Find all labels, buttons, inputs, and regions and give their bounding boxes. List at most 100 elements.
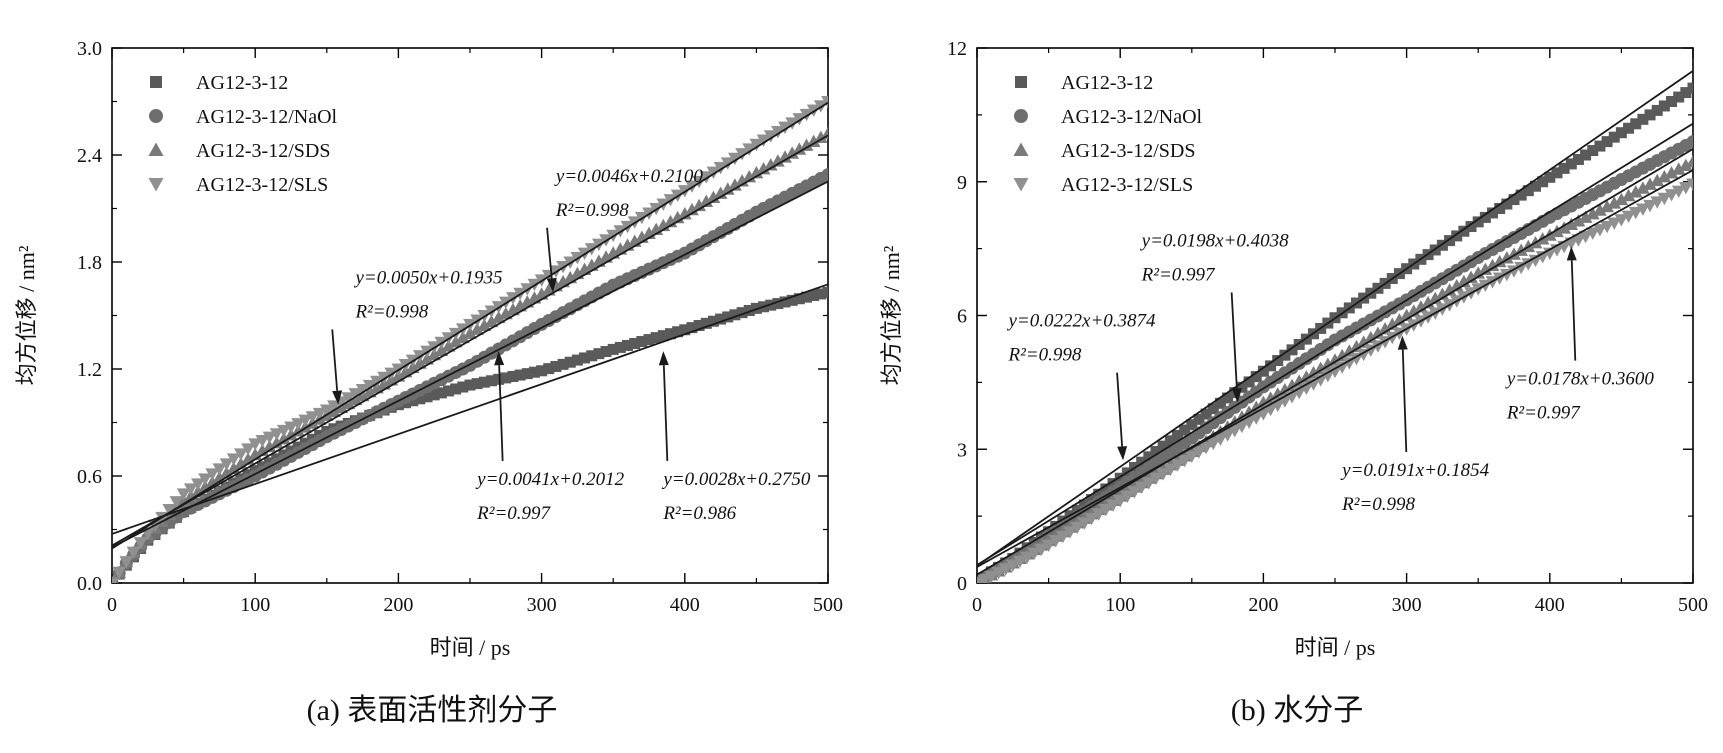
data-point (793, 293, 805, 305)
legend-label: AG12-3-12/SDS (1061, 140, 1195, 162)
data-point (463, 326, 477, 339)
data-point (1163, 463, 1178, 477)
panel-caption: (b) 水分子 (1231, 694, 1363, 727)
data-point (1220, 429, 1235, 442)
data-point (1335, 361, 1350, 374)
data-point (1206, 437, 1221, 451)
data-point (370, 375, 384, 389)
data-point (493, 373, 505, 385)
data-point (1479, 211, 1491, 223)
data-point (749, 138, 764, 152)
x-tick-label: 100 (240, 594, 270, 616)
data-point (528, 366, 540, 378)
data-point (579, 352, 591, 364)
data-point (1077, 517, 1092, 530)
data-point (1084, 512, 1099, 526)
fit-equation: y=0.0046x+0.2100 (554, 166, 704, 187)
data-point (319, 404, 334, 417)
data-point (112, 577, 119, 583)
data-point (219, 458, 234, 471)
data-point (792, 113, 807, 126)
data-point (1587, 145, 1599, 157)
legend-label: AG12-3-12/NaOl (196, 106, 338, 128)
data-point (1557, 221, 1571, 234)
data-point (421, 391, 433, 403)
data-point (514, 369, 526, 381)
data-point (550, 361, 562, 373)
data-point (269, 435, 284, 449)
data-point (1293, 338, 1305, 350)
fit-equation: y=0.0191x+0.1854 (1340, 460, 1490, 481)
fit-line (977, 148, 1693, 576)
data-point (1528, 254, 1543, 268)
panel-a-surfactant: 0 100 200 300 400 500 0.0 0.6 1.2 1.8 2.4 3.0 时间 / p… (14, 38, 843, 727)
data-point (1156, 468, 1171, 481)
data-point (700, 317, 712, 329)
data-point (1664, 166, 1679, 179)
data-point (1650, 173, 1665, 187)
data-point (607, 343, 619, 355)
data-point (1657, 169, 1672, 183)
data-point (1164, 435, 1176, 447)
annotation-arrowhead (1117, 446, 1128, 461)
data-point (435, 387, 447, 399)
data-point (1385, 317, 1400, 330)
data-point (1177, 454, 1192, 468)
data-point (527, 291, 542, 304)
data-point (586, 350, 598, 362)
fit-r-squared: R²=0.986 (662, 503, 736, 524)
data-point (1565, 158, 1577, 170)
data-point (1507, 265, 1521, 278)
data-point (1086, 494, 1098, 506)
y-tick-label: 0.6 (77, 466, 102, 488)
data-point (1141, 477, 1156, 490)
legend-label: AG12-3-12/SLS (1061, 174, 1193, 196)
data-point (1578, 230, 1593, 244)
data-point (341, 392, 356, 405)
data-point (1628, 207, 1643, 220)
data-point (1250, 371, 1262, 383)
data-point (448, 335, 463, 348)
data-point (1136, 456, 1148, 468)
data-point (600, 346, 612, 358)
data-point (1107, 478, 1119, 490)
y-tick-label: 3.0 (77, 38, 102, 60)
data-point (1535, 251, 1550, 264)
data-point (1356, 348, 1371, 362)
data-point (485, 375, 497, 387)
plot-area (977, 70, 1693, 583)
data-point (1091, 508, 1106, 521)
data-point (1236, 381, 1248, 393)
annotation-arrowhead (494, 351, 505, 366)
data-point (1078, 499, 1090, 511)
data-point (1550, 224, 1564, 238)
fit-r-squared: R²=0.998 (555, 200, 629, 221)
data-point (1100, 483, 1112, 495)
data-point (686, 322, 698, 334)
data-point (1607, 217, 1622, 230)
legend-label: AG12-3-12/SDS (196, 140, 330, 162)
fit-equation: y=0.0028x+0.2750 (661, 469, 811, 490)
data-point (1522, 185, 1534, 197)
fit-equation: y=0.0041x+0.2012 (475, 469, 625, 490)
data-point (1636, 203, 1650, 216)
data-point (1544, 171, 1556, 183)
y-tick-label: 2.4 (77, 145, 102, 167)
data-point (742, 143, 757, 156)
data-point (1342, 357, 1357, 370)
data-point (1149, 472, 1163, 486)
data-point (1192, 446, 1206, 459)
data-point (735, 148, 749, 161)
x-tick-label: 500 (813, 594, 843, 616)
data-point (1621, 210, 1636, 223)
legend-marker (1015, 76, 1027, 88)
data-point (428, 389, 440, 401)
annotation-arrowhead (1397, 335, 1408, 350)
data-point (1644, 109, 1656, 121)
x-tick-label: 0 (972, 594, 982, 616)
data-point (198, 473, 212, 486)
data-point (1521, 258, 1536, 271)
y-tick-label: 1.8 (77, 252, 102, 274)
data-point (1207, 403, 1219, 415)
fit-r-squared: R²=0.998 (1008, 345, 1082, 366)
